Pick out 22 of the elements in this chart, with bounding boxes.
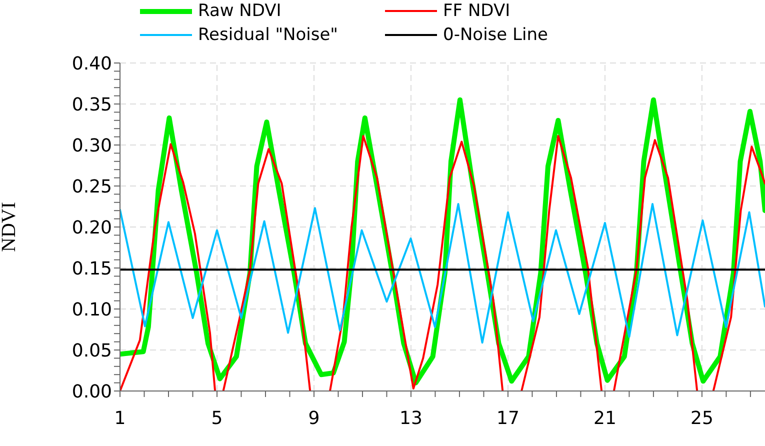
x-tick-label: 17 [496, 408, 520, 429]
y-tick-label: 0.30 [72, 135, 112, 156]
legend-label: Raw NDVI [198, 1, 282, 21]
x-tick-label: 9 [308, 408, 320, 429]
legend-label: Residual "Noise" [198, 25, 338, 45]
y-tick-label: 0.00 [72, 381, 112, 402]
y-tick-label: 0.05 [72, 340, 112, 362]
legend-label: 0-Noise Line [443, 25, 548, 45]
y-tick-label: 0.25 [72, 176, 112, 198]
legend-label: FF NDVI [443, 1, 510, 21]
y-axis-title: NDVI [0, 202, 20, 252]
y-tick-label: 0.10 [72, 299, 112, 320]
x-tick-label: 1 [114, 408, 126, 429]
y-tick-label: 0.20 [72, 217, 112, 238]
x-tick-label: 25 [690, 408, 714, 429]
y-tick-label: 0.15 [72, 258, 112, 280]
x-tick-label: 5 [211, 408, 223, 429]
line-series [120, 203, 765, 344]
x-tick-label: 13 [400, 408, 422, 429]
x-tick-label: 21 [594, 408, 616, 429]
y-tick-label: 0.35 [72, 94, 112, 116]
y-tick-label: 0.40 [72, 53, 112, 74]
